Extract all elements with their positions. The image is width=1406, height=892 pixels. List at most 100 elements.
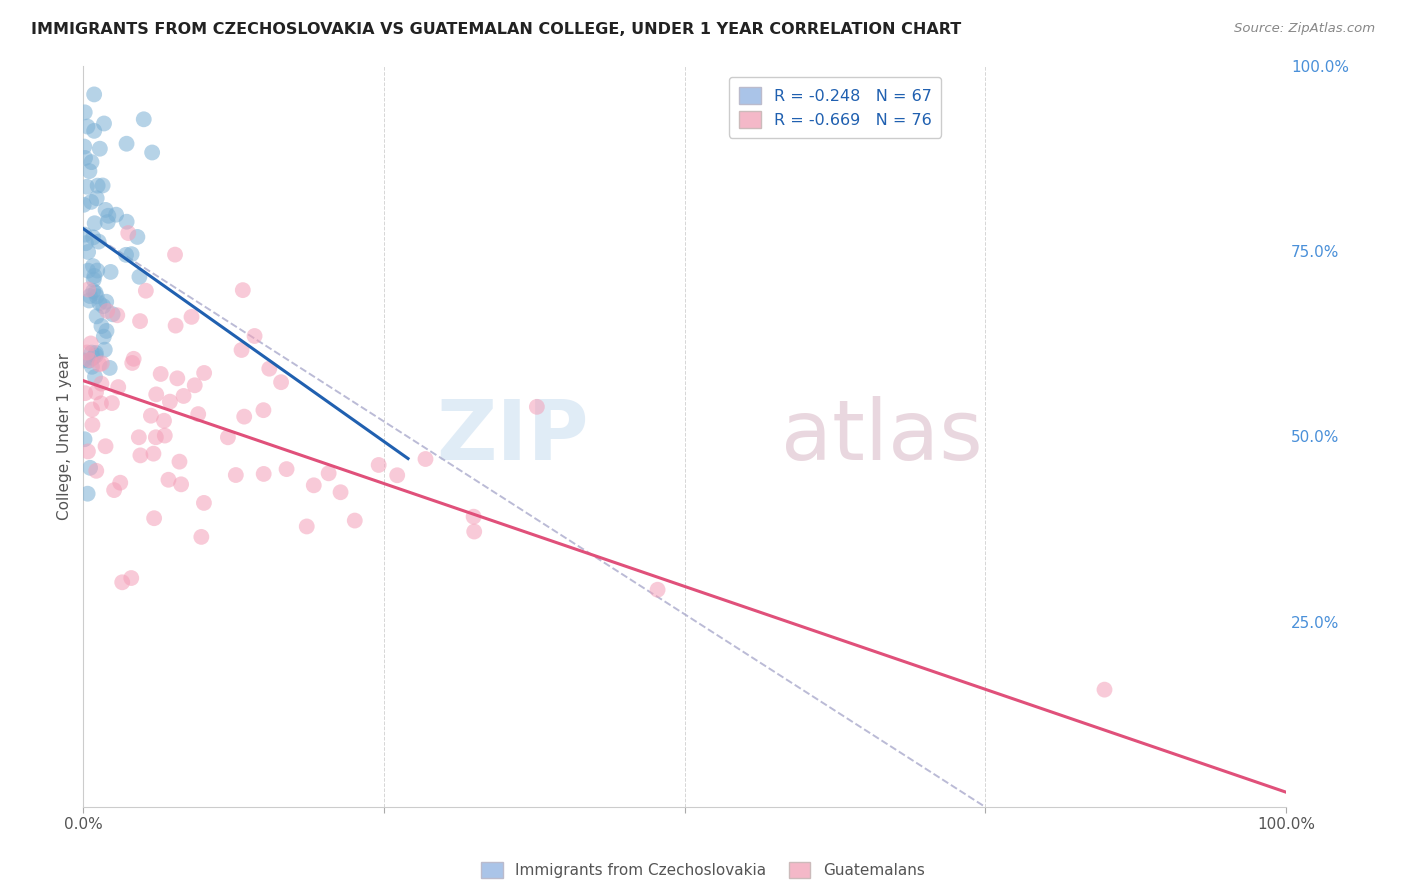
Point: [73, 198, 96, 212]
Point: [84, 464, 107, 478]
Point: [135, 284, 157, 298]
Point: [187, 407, 209, 421]
Point: [80, 402, 103, 417]
Point: [157, 473, 180, 487]
Point: [83, 124, 105, 138]
Point: [97, 215, 120, 229]
Point: [120, 571, 142, 585]
Point: [77, 444, 100, 458]
Point: [80, 345, 103, 359]
Point: [82, 417, 104, 432]
Point: [173, 389, 195, 403]
Point: [77, 244, 100, 259]
Point: [96, 294, 118, 309]
Point: [73, 105, 96, 120]
Text: Source: ZipAtlas.com: Source: ZipAtlas.com: [1234, 22, 1375, 36]
Point: [94, 343, 117, 357]
Y-axis label: College, Under 1 year: College, Under 1 year: [58, 352, 72, 520]
Point: [77, 293, 100, 308]
Point: [91, 299, 114, 313]
Point: [217, 430, 239, 444]
Point: [103, 483, 125, 497]
Point: [122, 351, 145, 366]
Point: [233, 409, 256, 424]
Point: [86, 191, 108, 205]
Point: [129, 314, 152, 328]
Point: [143, 511, 166, 525]
Point: [121, 247, 143, 261]
Point: [276, 462, 298, 476]
Point: [259, 361, 281, 376]
Point: [153, 414, 176, 428]
Point: [183, 378, 205, 392]
Point: [87, 235, 110, 249]
Point: [1094, 682, 1116, 697]
Text: atlas: atlas: [780, 396, 983, 477]
Point: [86, 289, 108, 303]
Point: [127, 230, 149, 244]
Point: [163, 247, 186, 261]
Point: [415, 452, 437, 467]
Point: [94, 202, 117, 217]
Point: [83, 216, 105, 230]
Point: [79, 353, 101, 368]
Point: [80, 155, 103, 169]
Point: [84, 346, 107, 360]
Point: [79, 289, 101, 303]
Legend: R = -0.248   N = 67, R = -0.669   N = 76: R = -0.248 N = 67, R = -0.669 N = 76: [730, 78, 941, 137]
Point: [83, 87, 105, 102]
Point: [115, 136, 138, 151]
Point: [105, 208, 128, 222]
Point: [91, 178, 114, 193]
Point: [153, 428, 176, 442]
Point: [89, 357, 111, 371]
Point: [647, 582, 669, 597]
Point: [84, 349, 107, 363]
Point: [225, 468, 247, 483]
Point: [82, 284, 104, 298]
Point: [76, 120, 98, 134]
Point: [76, 486, 98, 500]
Point: [82, 259, 104, 273]
Point: [90, 396, 112, 410]
Point: [93, 116, 115, 130]
Point: [526, 400, 548, 414]
Point: [193, 496, 215, 510]
Point: [73, 227, 96, 242]
Point: [101, 307, 124, 321]
Point: [77, 283, 100, 297]
Point: [117, 226, 139, 240]
Point: [302, 478, 325, 492]
Point: [97, 209, 120, 223]
Point: [318, 467, 340, 481]
Point: [82, 230, 104, 244]
Point: [115, 248, 138, 262]
Point: [193, 366, 215, 380]
Point: [232, 283, 254, 297]
Point: [132, 112, 155, 127]
Point: [129, 449, 152, 463]
Point: [128, 430, 150, 444]
Legend: Immigrants from Czechoslovakia, Guatemalans: Immigrants from Czechoslovakia, Guatemal…: [475, 855, 931, 884]
Point: [89, 296, 111, 310]
Point: [145, 430, 167, 444]
Point: [243, 329, 266, 343]
Point: [72, 353, 94, 368]
Point: [90, 356, 112, 370]
Point: [100, 265, 122, 279]
Point: [166, 371, 188, 385]
Point: [84, 285, 107, 300]
Point: [142, 447, 165, 461]
Point: [145, 387, 167, 401]
Point: [96, 324, 118, 338]
Point: [149, 367, 172, 381]
Point: [82, 351, 104, 365]
Point: [141, 145, 163, 160]
Point: [253, 467, 276, 481]
Point: [96, 304, 118, 318]
Point: [79, 460, 101, 475]
Point: [387, 468, 409, 483]
Point: [73, 151, 96, 165]
Point: [77, 353, 100, 368]
Point: [86, 263, 108, 277]
